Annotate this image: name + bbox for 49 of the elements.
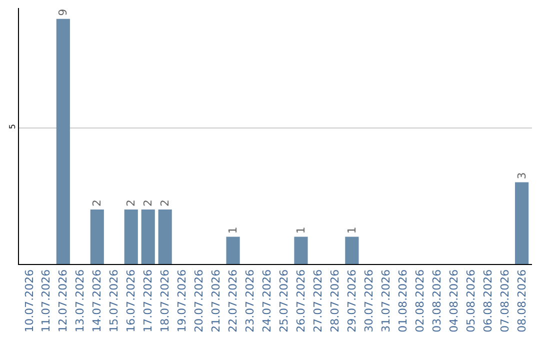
bar (515, 182, 529, 264)
x-tick-label: 16.07.2026 (124, 269, 138, 332)
data-label: 2 (142, 200, 155, 207)
data-label: 1 (294, 226, 308, 234)
x-tick-label: 08.08.2026 (515, 269, 528, 332)
data-label: 1 (345, 226, 358, 234)
x-tick-label: 10.07.2026 (22, 269, 36, 332)
bar (226, 236, 240, 264)
x-tick-label: 23.07.2026 (244, 269, 257, 332)
x-tick-label: 22.07.2026 (226, 269, 240, 332)
x-tick-label: 12.07.2026 (56, 269, 70, 332)
bar (158, 210, 172, 264)
data-label: 2 (158, 200, 172, 207)
x-tick-label: 03.08.2026 (430, 269, 444, 332)
x-tick-label: 31.07.2026 (379, 269, 392, 332)
x-tick-label: 20.07.2026 (192, 269, 206, 332)
x-tick-label: 17.07.2026 (142, 269, 155, 332)
y-tick-label: 5 (8, 124, 17, 130)
bar (90, 210, 104, 264)
x-tick-label: 29.07.2026 (346, 269, 359, 332)
x-tick-label: 24.07.2026 (260, 269, 274, 332)
x-tick-label: 11.07.2026 (40, 269, 53, 332)
x-tick-label: 27.07.2026 (312, 269, 325, 332)
x-tick-label: 25.07.2026 (278, 269, 291, 332)
x-tick-label: 18.07.2026 (158, 269, 172, 332)
x-tick-label: 26.07.2026 (294, 269, 308, 332)
x-tick-label: 02.08.2026 (413, 269, 426, 332)
x-tick-label: 06.08.2026 (481, 269, 494, 332)
x-tick-label: 13.07.2026 (74, 269, 87, 332)
bar (124, 210, 138, 264)
bar (56, 18, 70, 264)
bar (141, 210, 155, 264)
x-tick-label: 30.07.2026 (362, 269, 376, 332)
x-tick-label: 19.07.2026 (176, 269, 189, 332)
x-tick-label: 15.07.2026 (108, 269, 121, 332)
x-tick-label: 05.08.2026 (464, 269, 478, 332)
x-tick-label: 04.08.2026 (447, 269, 460, 332)
data-label: 3 (515, 172, 528, 180)
x-tick-label: 01.08.2026 (396, 269, 410, 332)
x-tick-label: 07.08.2026 (498, 269, 512, 332)
x-tick-label: 21.07.2026 (210, 269, 223, 332)
data-label: 9 (56, 8, 70, 16)
x-tick-label: 28.07.2026 (328, 269, 342, 332)
data-label: 1 (226, 226, 240, 234)
x-tick-label: 14.07.2026 (90, 269, 104, 332)
data-label: 2 (90, 200, 104, 207)
bar (345, 236, 359, 264)
bar (294, 236, 308, 264)
data-label: 2 (124, 200, 138, 207)
